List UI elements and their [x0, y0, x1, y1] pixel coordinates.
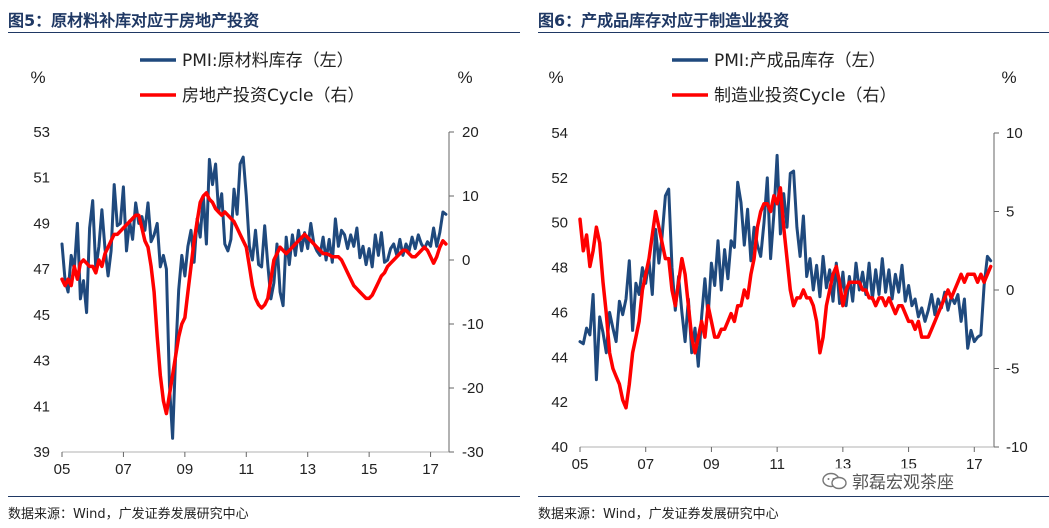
left-tick-label: 42: [551, 394, 568, 411]
source-note: 数据来源：Wind，广发证券发展研究中心: [8, 507, 249, 522]
source-note: 数据来源：Wind，广发证券发展研究中心: [538, 507, 779, 522]
chart-inventory-vs-real-estate: PMI:原材料库存（左） 房地产投资Cycle（右）% % 39 41 43 45 47 49 5…: [30, 51, 484, 478]
right-tick-label: -5: [1006, 361, 1019, 378]
x-tick-label: 07: [115, 461, 132, 478]
left-tick-label: 48: [551, 260, 568, 277]
x-tick-label: 05: [572, 456, 589, 473]
left-tick-label: 41: [33, 398, 50, 415]
right-tick-label: 20: [462, 124, 479, 141]
figure-panel-5: 图5：原材料补库对应于房地产投资 PMI:原材料库存（左） 房地产投资Cycle（…: [0, 0, 520, 528]
x-tick-label: 17: [422, 461, 439, 478]
x-tick-label: 05: [54, 461, 71, 478]
left-tick-label: 45: [33, 307, 50, 324]
left-tick-label: 52: [551, 170, 568, 187]
series-line: [578, 186, 993, 410]
left-tick-label: 46: [551, 304, 568, 321]
left-tick-label: 39: [33, 444, 50, 461]
source-rule: [538, 496, 1049, 497]
right-tick-label: -10: [462, 316, 484, 333]
right-tick-label: -20: [462, 380, 484, 397]
legend-label: 房地产投资Cycle（右）: [182, 86, 364, 106]
title-rule: [538, 32, 1049, 33]
title-rule: [8, 32, 520, 33]
legend-label: PMI:产成品库存（左）: [714, 51, 886, 71]
right-tick-label: 10: [1006, 125, 1023, 142]
left-tick-label: 40: [551, 439, 568, 456]
legend-label: PMI:原材料库存（左）: [182, 51, 354, 71]
left-tick-label: 44: [551, 349, 568, 366]
left-unit-label: %: [30, 68, 45, 87]
left-tick-label: 51: [33, 170, 50, 187]
figure-title: 图5：原材料补库对应于房地产投资: [8, 11, 260, 30]
series-line: [60, 191, 448, 416]
left-tick-label: 47: [33, 261, 50, 278]
right-tick-label: 0: [1006, 282, 1014, 299]
legend-label: 制造业投资Cycle（右）: [714, 86, 896, 106]
left-tick-label: 43: [33, 353, 50, 370]
source-rule: [8, 496, 520, 497]
x-tick-label: 15: [361, 461, 378, 478]
right-unit-label: %: [457, 68, 472, 87]
left-tick-label: 54: [551, 125, 568, 142]
x-tick-label: 13: [299, 461, 316, 478]
chart-finished-goods-vs-manufacturing: PMI:产成品库存（左）制造业投资Cycle（右）% %4042444648505…: [548, 51, 1028, 473]
x-tick-label: 11: [238, 461, 254, 478]
left-unit-label: %: [548, 68, 563, 87]
x-tick-label: 07: [637, 456, 654, 473]
x-tick-label: 11: [769, 456, 785, 473]
x-tick-label: 09: [703, 456, 720, 473]
series-line: [60, 155, 448, 440]
right-tick-label: -10: [1006, 439, 1028, 456]
figure-panel-6: 图6：产成品库存对应于制造业投资 PMI:产成品库存（左） 制造业投资Cycle（…: [530, 0, 1049, 528]
left-tick-label: 50: [551, 215, 568, 232]
x-tick-label: 09: [177, 461, 194, 478]
left-tick-label: 53: [33, 124, 50, 141]
series-line: [578, 153, 993, 382]
left-tick-label: 49: [33, 215, 50, 232]
x-tick-label: 17: [966, 456, 983, 473]
right-unit-label: %: [1001, 68, 1016, 87]
right-tick-label: 0: [462, 252, 470, 269]
figure-title: 图6：产成品库存对应于制造业投资: [538, 11, 790, 30]
right-tick-label: 10: [462, 188, 479, 205]
right-tick-label: 5: [1006, 204, 1014, 221]
right-tick-label: -30: [462, 444, 484, 461]
watermark-text: 郭磊宏观茶座: [852, 473, 954, 493]
watermark: 郭磊宏观茶座: [822, 468, 954, 493]
wechat-icon: [822, 472, 847, 489]
